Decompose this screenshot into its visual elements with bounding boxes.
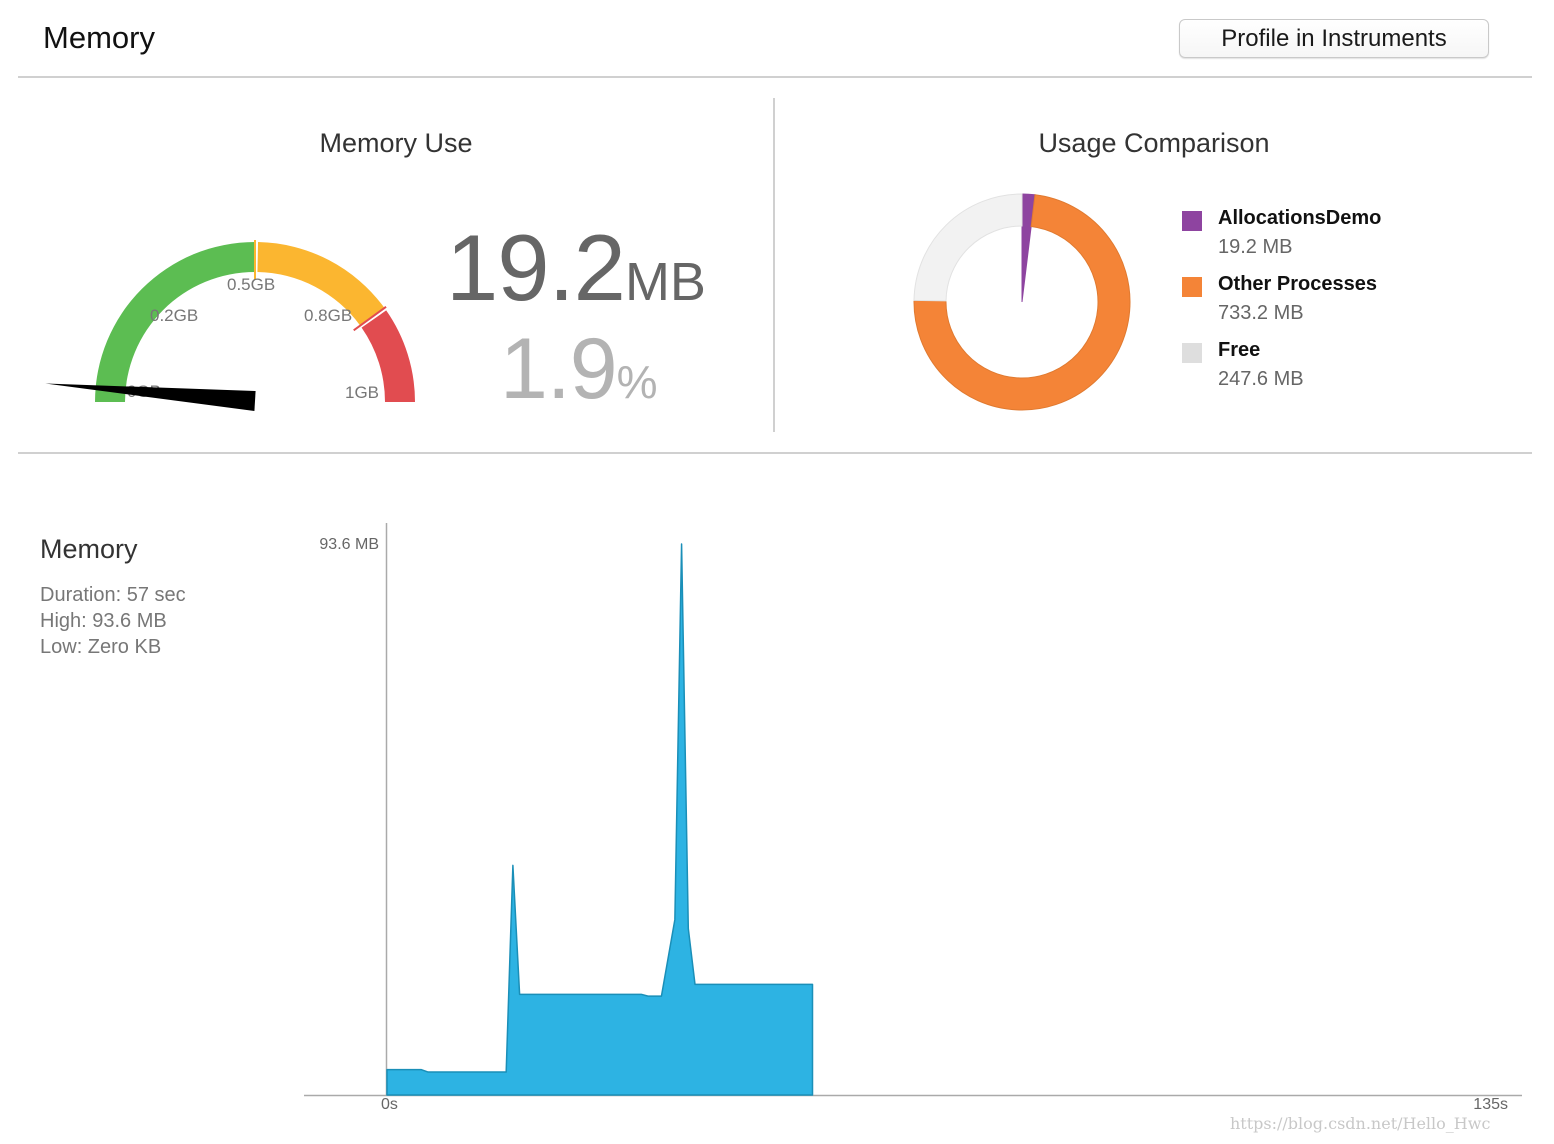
watermark: https://blog.csdn.net/Hello_Hwc <box>1230 1114 1491 1133</box>
donut-slice-free <box>913 193 1023 302</box>
legend-name: AllocationsDemo <box>1218 207 1382 229</box>
legend-value: 19.2 MB <box>1218 236 1293 258</box>
stat-high: High: 93.6 MB <box>40 610 167 632</box>
x-axis-start-label: 0s <box>381 1096 398 1113</box>
memory-gauge: 0GB 0.2GB 0.5GB 0.8GB 1GB <box>45 240 415 411</box>
usage-comparison-title: Usage Comparison <box>1038 128 1270 158</box>
gauge-segment-high <box>361 310 415 402</box>
memory-value-unit: MB <box>624 252 706 312</box>
memory-area-series <box>386 543 814 1096</box>
x-axis-end-label: 135s <box>1473 1096 1508 1113</box>
memory-percent-unit: % <box>616 356 658 408</box>
stat-low: Low: Zero KB <box>40 636 162 658</box>
legend-value: 247.6 MB <box>1218 368 1304 390</box>
legend-value: 733.2 MB <box>1218 302 1304 324</box>
gauge-tick-label-0.8gb: 0.8GB <box>304 306 352 325</box>
gauge-segment-medium <box>257 242 385 326</box>
donut-slice-other-processes <box>913 194 1131 411</box>
memory-value: 19.2MB <box>446 214 706 322</box>
memory-graph-title: Memory <box>40 534 138 564</box>
gauge-tick-label-1gb: 1GB <box>345 383 379 402</box>
usage-donut-chart <box>913 193 1131 411</box>
header-divider <box>18 76 1532 78</box>
gauge-tick-label-0.5gb: 0.5GB <box>227 275 275 294</box>
legend-swatch-other-processes <box>1182 277 1202 297</box>
memory-use-title: Memory Use <box>319 128 473 158</box>
gauge-threshold-tick <box>353 305 387 332</box>
legend-name: Free <box>1218 339 1261 361</box>
profile-in-instruments-button[interactable]: Profile in Instruments <box>1179 19 1489 58</box>
legend-swatch-free <box>1182 343 1202 363</box>
legend-name: Other Processes <box>1218 273 1377 295</box>
memory-percent: 1.9% <box>500 320 657 419</box>
memory-value-number: 19.2 <box>446 215 626 320</box>
gauge-needle <box>45 383 256 411</box>
section-divider-horizontal <box>18 452 1532 454</box>
stat-duration: Duration: 57 sec <box>40 584 186 606</box>
legend-swatch-allocationsdemo <box>1182 211 1202 231</box>
y-axis-max-label: 93.6 MB <box>319 536 379 553</box>
page-title: Memory <box>43 20 155 55</box>
section-divider <box>773 98 775 432</box>
memory-percent-number: 1.9 <box>500 321 618 417</box>
gauge-tick-label-0.2gb: 0.2GB <box>150 306 198 325</box>
